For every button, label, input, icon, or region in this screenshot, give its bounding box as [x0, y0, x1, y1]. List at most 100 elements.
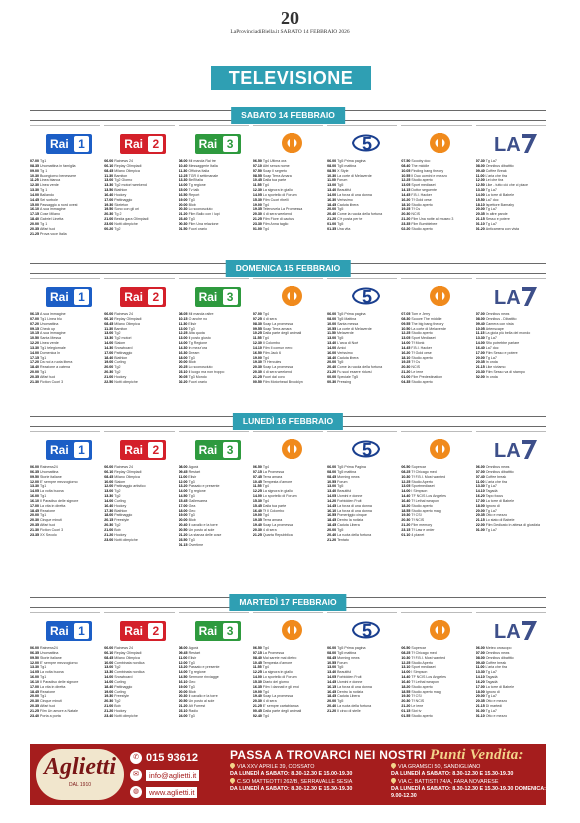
- program-row: 14.45 F.B.I. Hacker: [401, 346, 471, 351]
- program-row: 20.00 Tg1: [30, 513, 100, 518]
- svg-text:LA: LA: [494, 440, 521, 460]
- program-time: 08.00: [178, 159, 189, 163]
- program-row: 14.40 TF NCIS Los Angeles: [401, 494, 471, 499]
- program-row: 20.35 In onda: [476, 360, 546, 365]
- program-title: TF NCIS Los Angeles: [411, 494, 446, 499]
- program-time: 01.00: [401, 374, 412, 379]
- program-title: Dentro la notizia: [337, 518, 364, 523]
- program-row: 21.25 E' sempre cartabianca: [253, 704, 323, 709]
- program-title: Buongiorno benessere: [40, 173, 77, 178]
- program-time: 00.45: [252, 708, 263, 713]
- rai1-logo-icon: Rai 1: [46, 287, 92, 307]
- program-title: La Promessa: [262, 650, 285, 655]
- program-title: Tf NCIS: [411, 518, 425, 523]
- email-link[interactable]: info@aglietti.it: [146, 769, 200, 781]
- program-title: Radio: [188, 708, 198, 713]
- program-row: 19.40 Soap La promessa: [253, 694, 323, 699]
- program-title: Tg 1: [40, 188, 48, 193]
- contact-list: ✆ 015 93612 ✉ info@aglietti.it ◍ www.agliet…: [130, 750, 228, 801]
- program-time: 13.10: [401, 665, 412, 670]
- program-title: Quarta Repubblica: [262, 532, 293, 537]
- program-time: 18.45: [327, 694, 338, 699]
- program-row: 01.10 4 planet: [401, 533, 471, 538]
- program-title: Rainews 24: [114, 465, 134, 469]
- program-row: 14.00 Domenica In: [30, 351, 100, 356]
- program-time: 06.00: [104, 159, 115, 163]
- canale5-logo-icon: 5: [352, 287, 381, 307]
- program-title: Le iene: [411, 370, 424, 375]
- program-title: Otto e mezzo: [485, 713, 508, 718]
- program-row: 07.40 Coffee break: [476, 475, 546, 480]
- advertisement[interactable]: Aglietti DAL 1910 ✆ 015 93612 ✉ info@aglie…: [30, 744, 546, 805]
- program-row: 12.25 La signora in giallo: [253, 670, 323, 675]
- program-title: In onda: [485, 360, 498, 365]
- program-time: 20.30: [252, 370, 263, 375]
- program-title: Tf Lethal weapon: [411, 498, 439, 503]
- program-row: 17.00 Film Sesso e potere: [476, 351, 546, 356]
- program-time: 08.30: [252, 321, 263, 326]
- program-title: Tf Gold cese: [411, 197, 432, 202]
- channel-logo-rai1: Rai 1: [30, 125, 101, 159]
- program-row: 14.00 La forza di una donna: [327, 193, 397, 198]
- program-row: 08.45 Morning news: [327, 656, 397, 661]
- program-time: 21.25: [252, 532, 263, 537]
- program-title: Tg5: [337, 183, 344, 188]
- program-time: 12.20: [30, 341, 40, 346]
- program-title: Come la rucola della fortuna: [337, 212, 383, 217]
- program-title: Coffee break: [485, 660, 507, 665]
- channel-logo-canale5: 5: [327, 278, 398, 312]
- program-title: Slalom: [114, 479, 126, 484]
- phone-number[interactable]: 015 93612: [146, 752, 198, 764]
- program-row: 06.10 Replay Olimpiadi: [104, 317, 174, 322]
- program-title: Tg5 mattina: [337, 469, 357, 474]
- program-row: 01.10 Tg La7: [476, 222, 546, 227]
- program-title: Agorà: [188, 646, 199, 650]
- program-title: Pattinaggio: [114, 684, 133, 689]
- program-title: Tagadà: [485, 679, 498, 684]
- program-time: 16.30: [178, 350, 189, 355]
- program-row: 18.10 Ispettore Barnaby: [476, 203, 546, 208]
- program-time: 17.15: [30, 212, 40, 217]
- program-row: 14.45 F.B.I. Hacker: [401, 193, 471, 198]
- program-title: 4 di sera: [262, 527, 277, 532]
- program-title: Fuori orario: [188, 226, 207, 231]
- program-time: 10.40: [178, 163, 189, 168]
- program-row: 17.00 La vita in diretta: [30, 685, 100, 690]
- program-title: Tg2: [114, 665, 121, 670]
- program-title: Omnibus dibattito: [485, 469, 514, 474]
- program-row: 06.35 Unomattina: [30, 651, 100, 656]
- program-title: Combinata nordica: [114, 660, 145, 665]
- program-time: 08.30: [401, 316, 412, 321]
- program-title: Blob: [188, 518, 196, 523]
- program-time: 24.00: [178, 713, 189, 718]
- program-time: 20.00: [178, 202, 189, 207]
- program-row: 08.00 Tg5 mattina: [327, 651, 397, 656]
- program-time: 21.30: [30, 379, 40, 384]
- program-time: 11.00: [475, 173, 486, 178]
- program-row: 11.55 Tg4: [253, 336, 323, 341]
- program-time: 02.20: [178, 379, 189, 384]
- program-title: Curling: [114, 498, 126, 503]
- website-link[interactable]: www.aglietti.it: [146, 786, 198, 798]
- program-time: 13.30: [178, 178, 189, 183]
- program-row: 19.35 Telenovela La Promessa: [253, 207, 323, 212]
- store-location: C.SO MATTEOTTI 262/B, SERRAVALLE SESIA DA…: [228, 776, 385, 800]
- program-time: 19.00: [178, 513, 189, 518]
- program-title: Hockey: [114, 192, 127, 197]
- program-time: 10.30: [30, 173, 40, 178]
- program-row: 21.00 Hockey: [104, 375, 174, 380]
- program-title: Cinque minuti: [40, 518, 62, 523]
- program-row: 18.40 Biathlon: [104, 356, 174, 361]
- schedule-column-rete4: 06.50 Tg4 07.15 La Promessa 07.45 Terra am…: [253, 465, 323, 547]
- program-title: Da noi a ruota libera: [40, 360, 73, 365]
- program-row: 21.20 Alt Forrest: [179, 704, 249, 709]
- program-title: Tf Il Colombo: [262, 508, 285, 513]
- rete4-logo-icon: [281, 286, 302, 306]
- program-time: 21.25: [252, 374, 263, 379]
- rai2-logo-icon: Rai 2: [120, 287, 167, 307]
- program-row: 18.40 Reazione a catena: [30, 365, 100, 370]
- program-row: 16.10 Geo: [179, 680, 249, 685]
- program-row: 07.00 Omnibus dibattito: [476, 470, 546, 475]
- program-row: 15.30 Film Cuori ribelli: [253, 198, 323, 203]
- program-row: 08.00 Mi manda Rai tre: [179, 159, 249, 164]
